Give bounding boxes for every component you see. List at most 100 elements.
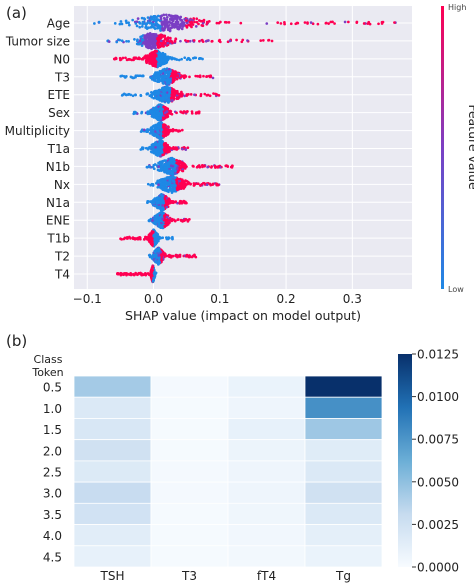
shap-dot — [161, 217, 165, 221]
shap-dot — [211, 183, 215, 186]
shap-dot — [136, 38, 139, 42]
shap-dot — [107, 40, 111, 44]
shap-dot — [201, 57, 204, 61]
shap-dot — [172, 161, 176, 164]
heatmap-colorbar-tick-label: 0.0125 — [417, 348, 459, 362]
shap-dot — [124, 56, 127, 60]
shap-dot — [157, 57, 161, 61]
shap-dot — [160, 142, 164, 145]
shap-plot-area — [74, 6, 412, 289]
shap-dot — [146, 110, 150, 114]
shap-dot — [170, 40, 174, 43]
shap-dot — [183, 56, 187, 60]
shap-dot — [217, 94, 221, 97]
shap-dot — [181, 169, 185, 173]
shap-dot — [169, 110, 172, 113]
shap-dot — [276, 21, 280, 24]
shap-dot — [163, 71, 167, 75]
shap-dot — [306, 22, 309, 25]
heatmap-cell — [73, 396, 152, 419]
heatmap-cell — [227, 460, 306, 483]
shap-dot — [267, 38, 271, 42]
shap-dot — [167, 21, 170, 24]
shap-dot — [162, 93, 166, 97]
shap-dot — [148, 255, 152, 259]
shap-dot — [159, 151, 163, 154]
shap-dot — [206, 165, 209, 169]
shap-dot — [180, 187, 183, 190]
shap-dot — [151, 20, 155, 24]
shap-dot — [150, 94, 154, 97]
shap-dot — [210, 40, 214, 43]
shap-dot — [200, 38, 204, 42]
shap-dot — [169, 21, 173, 25]
heatmap-column-label: Tg — [335, 569, 351, 583]
shap-dot — [151, 54, 155, 58]
shap-dot — [189, 93, 193, 96]
shap-dot — [163, 74, 167, 78]
shap-dot — [125, 39, 128, 43]
shap-dot — [151, 254, 154, 258]
shap-dot — [191, 23, 195, 26]
shap-dot — [168, 149, 172, 153]
shap-dot — [195, 111, 198, 114]
heatmap-colorbar-tick-label: 0.0025 — [417, 518, 459, 532]
heatmap-cell — [150, 524, 229, 547]
shap-dot — [185, 21, 189, 25]
shap-dot — [155, 218, 159, 222]
shap-dot — [168, 218, 171, 222]
shap-dot — [176, 20, 180, 24]
shap-dot — [205, 75, 208, 79]
shap-dot — [151, 183, 155, 186]
shap-dot — [161, 153, 165, 157]
shap-dot — [127, 23, 131, 27]
shap-dot — [174, 37, 178, 41]
shap-dot — [152, 57, 156, 61]
shap-dot — [154, 50, 158, 53]
shap-dot — [158, 76, 161, 79]
shap-dot — [149, 232, 153, 236]
shap-dot — [157, 263, 160, 266]
shap-gridlines — [74, 6, 412, 289]
shap-dot — [180, 128, 184, 132]
shap-dot — [169, 129, 172, 132]
shap-dot — [163, 125, 166, 129]
heatmap-cell — [227, 418, 306, 441]
shap-dot — [157, 260, 160, 264]
heatmap-colorbar-tick-label: 0.0100 — [417, 390, 459, 404]
shap-dot — [189, 182, 192, 186]
shap-dot — [154, 258, 157, 262]
heatmap-cell — [150, 375, 229, 398]
shap-dot — [152, 201, 156, 205]
shap-dot — [283, 21, 286, 24]
shap-dot — [182, 218, 186, 222]
shap-dot — [162, 142, 166, 146]
shap-dot — [147, 37, 151, 41]
shap-dot — [173, 14, 176, 18]
shap-dot — [199, 92, 203, 96]
shap-dot — [148, 236, 152, 239]
shap-dot — [159, 193, 163, 197]
shap-dot — [154, 60, 158, 64]
shap-dot — [156, 213, 159, 217]
shap-dot — [184, 184, 187, 187]
shap-dot — [147, 200, 150, 203]
shap-dot — [208, 75, 212, 79]
shap-feature-label: Multiplicity — [5, 124, 70, 138]
shap-dot — [215, 21, 219, 25]
shap-dot — [156, 200, 160, 204]
shap-dot — [311, 22, 315, 26]
shap-dot — [210, 165, 214, 168]
shap-dot — [151, 52, 154, 56]
heatmap-cell — [73, 418, 152, 441]
shap-dot — [152, 96, 156, 100]
shap-dot — [327, 22, 330, 25]
shap-dot — [167, 67, 171, 71]
shap-dot — [188, 18, 192, 22]
shap-dot — [139, 148, 143, 151]
shap-dot — [138, 39, 142, 43]
shap-dot — [156, 135, 160, 139]
shap-dot — [170, 219, 174, 223]
shap-dot — [180, 161, 184, 165]
shap-dot — [163, 25, 167, 29]
